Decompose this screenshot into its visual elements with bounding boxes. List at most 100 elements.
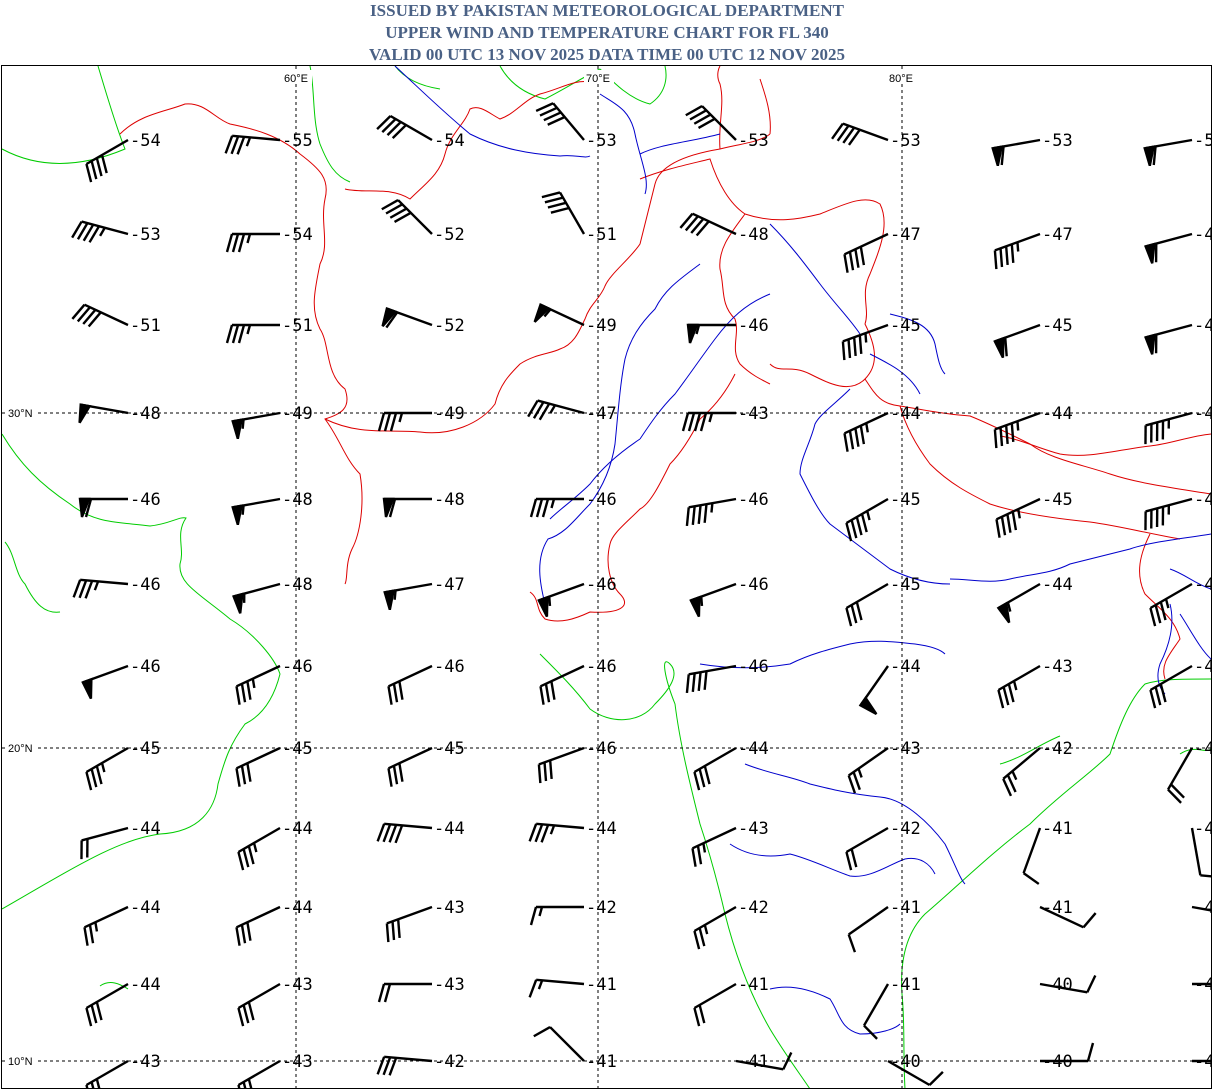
- temperature-label-5-4: -46: [738, 575, 769, 595]
- temperature-label-6-6: -43: [1042, 657, 1073, 677]
- temperature-label-6-0: -46: [130, 657, 161, 677]
- wind-barb-5-0: [72, 578, 129, 599]
- temperature-label-10-3: -41: [586, 975, 617, 995]
- temperature-label-11-4: -41: [738, 1052, 769, 1072]
- wind-barb-4-0: [78, 497, 128, 518]
- wind-barb-10-7: [1192, 982, 1211, 986]
- temperature-label-4-7: -45: [1194, 490, 1214, 510]
- chart-header: ISSUED BY PAKISTAN METEOROLOGICAL DEPART…: [0, 0, 1214, 66]
- wind-barb-6-7: [1149, 664, 1193, 709]
- temperature-label-4-1: -48: [282, 490, 313, 510]
- temperature-label-0-1: -55: [282, 131, 313, 151]
- wind-barb-10-4: [693, 982, 737, 1027]
- wind-barb-layer: [71, 102, 1211, 1088]
- temperature-label-5-3: -46: [586, 575, 617, 595]
- wind-barb-4-4: [685, 497, 737, 527]
- temperature-label-9-2: -43: [434, 898, 465, 918]
- temperature-label-4-2: -48: [434, 490, 465, 510]
- temperature-label-2-5: -45: [890, 316, 921, 336]
- temperature-label-0-0: -54: [130, 131, 161, 151]
- wind-barb-0-4: [685, 105, 737, 141]
- temperature-label-1-0: -53: [130, 225, 161, 245]
- temperature-label-1-1: -54: [282, 225, 313, 245]
- temperature-label-6-3: -46: [586, 657, 617, 677]
- wind-barb-8-1: [237, 826, 281, 871]
- temperature-label-7-1: -45: [282, 739, 313, 759]
- wind-barb-0-0: [85, 138, 129, 183]
- wind-barb-11-6: [1040, 1042, 1095, 1063]
- wind-barb-9-4: [693, 905, 737, 950]
- wind-barb-7-1: [235, 746, 281, 787]
- temperature-label-1-3: -51: [586, 225, 617, 245]
- wind-barb-5-4: [689, 582, 737, 618]
- river-layer: [394, 66, 1211, 1035]
- validity-line: VALID 00 UTC 13 NOV 2025 DATA TIME 00 UT…: [368, 45, 846, 64]
- temperature-label-9-0: -44: [130, 898, 161, 918]
- temperature-label-11-2: -42: [434, 1052, 465, 1072]
- wind-barb-4-6: [995, 497, 1041, 538]
- temperature-label-3-5: -44: [890, 404, 921, 424]
- lon-label-70e: 70°E: [586, 73, 610, 85]
- wind-barb-1-3: [541, 191, 586, 235]
- wind-barb-8-2: [376, 822, 433, 844]
- wind-barb-10-6: [1039, 974, 1097, 994]
- temperature-label-5-2: -47: [434, 575, 465, 595]
- temperature-label-9-3: -42: [586, 898, 617, 918]
- wind-barb-3-4: [681, 411, 736, 432]
- temperature-label-8-3: -44: [586, 819, 617, 839]
- temperature-label-2-3: -49: [586, 316, 617, 336]
- temperature-label-8-7: -41: [1194, 819, 1214, 839]
- temperature-label-8-6: -41: [1042, 819, 1073, 839]
- wind-temperature-map: -54 -55 -54 -53 -53 -53 -53 -53 -53 -54 -52 -51 -48 -…: [1, 65, 1214, 1089]
- temperature-label-7-2: -45: [434, 739, 465, 759]
- temperature-label-10-0: -44: [130, 975, 161, 995]
- temperature-label-1-2: -52: [434, 225, 465, 245]
- temperature-label-11-0: -43: [130, 1052, 161, 1072]
- temperature-label-5-6: -44: [1042, 575, 1073, 595]
- lon-label-60e: 60°E: [284, 73, 308, 85]
- temperature-label-3-2: -49: [434, 404, 465, 424]
- wind-barb-2-6: [993, 323, 1041, 359]
- wind-barb-11-4: [735, 1051, 793, 1071]
- temperature-label-7-3: -46: [586, 739, 617, 759]
- temperature-label-4-0: -46: [130, 490, 161, 510]
- temperature-label-9-1: -44: [282, 898, 313, 918]
- wind-barb-1-5: [843, 232, 889, 273]
- temperature-label-8-0: -44: [130, 819, 161, 839]
- temperature-label-9-7: -41: [1194, 898, 1214, 918]
- temperature-label-3-4: -43: [738, 404, 769, 424]
- temperature-label-2-6: -45: [1042, 316, 1073, 336]
- temperature-label-1-6: -47: [1042, 225, 1073, 245]
- temperature-label-0-6: -53: [1042, 131, 1073, 151]
- temperature-label-7-4: -44: [738, 739, 769, 759]
- wind-barb-1-4: [679, 212, 737, 237]
- wind-barb-8-7: [1190, 827, 1211, 879]
- wind-barb-1-0: [71, 220, 129, 243]
- wind-barb-9-6: [1039, 905, 1097, 929]
- wind-barb-3-2: [377, 411, 432, 432]
- wind-barb-1-2: [381, 199, 433, 235]
- wind-barb-8-0: [80, 826, 129, 860]
- temperature-label-8-5: -42: [890, 819, 921, 839]
- temperature-label-3-1: -49: [282, 404, 313, 424]
- wind-barb-3-6: [993, 411, 1041, 449]
- temperature-label-2-7: -45: [1194, 316, 1214, 336]
- temperature-label-5-5: -45: [890, 575, 921, 595]
- temperature-label-1-4: -48: [738, 225, 769, 245]
- wind-barb-5-3: [537, 582, 585, 618]
- temperature-label-9-5: -41: [890, 898, 921, 918]
- wind-barb-10-3: [528, 978, 585, 998]
- wind-barb-11-7: [1192, 1059, 1211, 1063]
- wind-barb-9-5: [847, 906, 889, 953]
- wind-barb-9-3: [529, 905, 584, 926]
- temperature-label-7-7: -42: [1194, 739, 1214, 759]
- wind-barb-7-2: [387, 746, 433, 787]
- temperature-label-0-4: -53: [738, 131, 769, 151]
- temperature-label-5-0: -46: [130, 575, 161, 595]
- temperature-label-4-5: -45: [890, 490, 921, 510]
- wind-barb-7-6: [1002, 747, 1041, 797]
- temperature-label-6-2: -46: [434, 657, 465, 677]
- wind-barb-2-4: [686, 323, 736, 344]
- wind-barb-9-1: [235, 905, 281, 946]
- wind-barb-7-4: [693, 746, 737, 791]
